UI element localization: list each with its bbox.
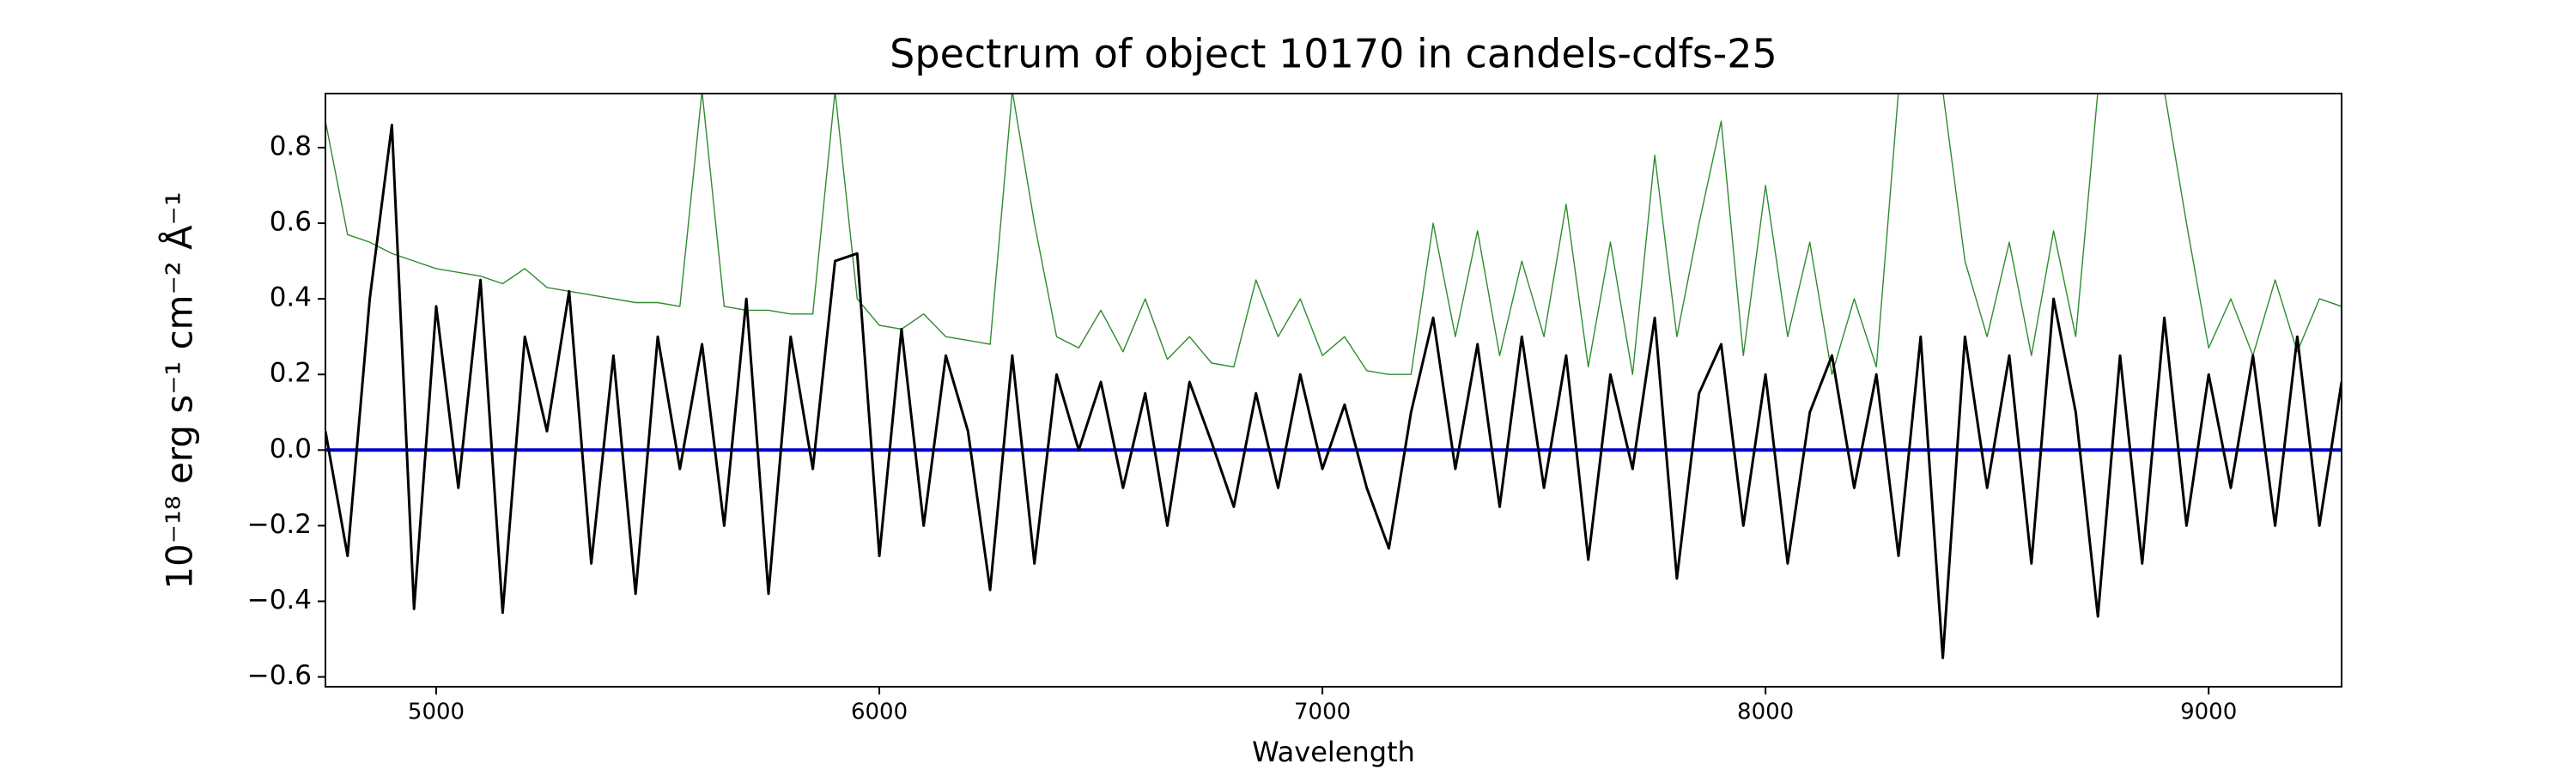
- chart-title: Spectrum of object 10170 in candels-cdfs…: [890, 31, 1777, 77]
- y-tick-label: −0.2: [247, 509, 312, 540]
- y-tick-label: −0.6: [247, 660, 312, 691]
- y-tick-label: 0.2: [270, 358, 312, 389]
- plot-frame: [325, 93, 2342, 688]
- x-tick-label: 8000: [1737, 700, 1794, 725]
- x-tick-label: 9000: [2180, 700, 2237, 725]
- x-tick-label: 6000: [851, 700, 908, 725]
- x-tick-label: 5000: [408, 700, 465, 725]
- y-tick-label: 0.4: [270, 282, 312, 313]
- y-tick-label: 0.6: [270, 207, 312, 238]
- x-axis-label: Wavelength: [1252, 736, 1415, 768]
- y-tick-label: −0.4: [247, 585, 312, 615]
- series-line: [325, 94, 2342, 375]
- x-tick-label: 7000: [1294, 700, 1351, 725]
- plot-area: [325, 94, 2342, 659]
- y-tick-label: 0.0: [270, 433, 312, 464]
- y-tick-label: 0.8: [270, 130, 312, 161]
- series-line: [325, 124, 2342, 659]
- y-axis-label: 10⁻¹⁸ erg s⁻¹ cm⁻² Å⁻¹: [158, 191, 201, 589]
